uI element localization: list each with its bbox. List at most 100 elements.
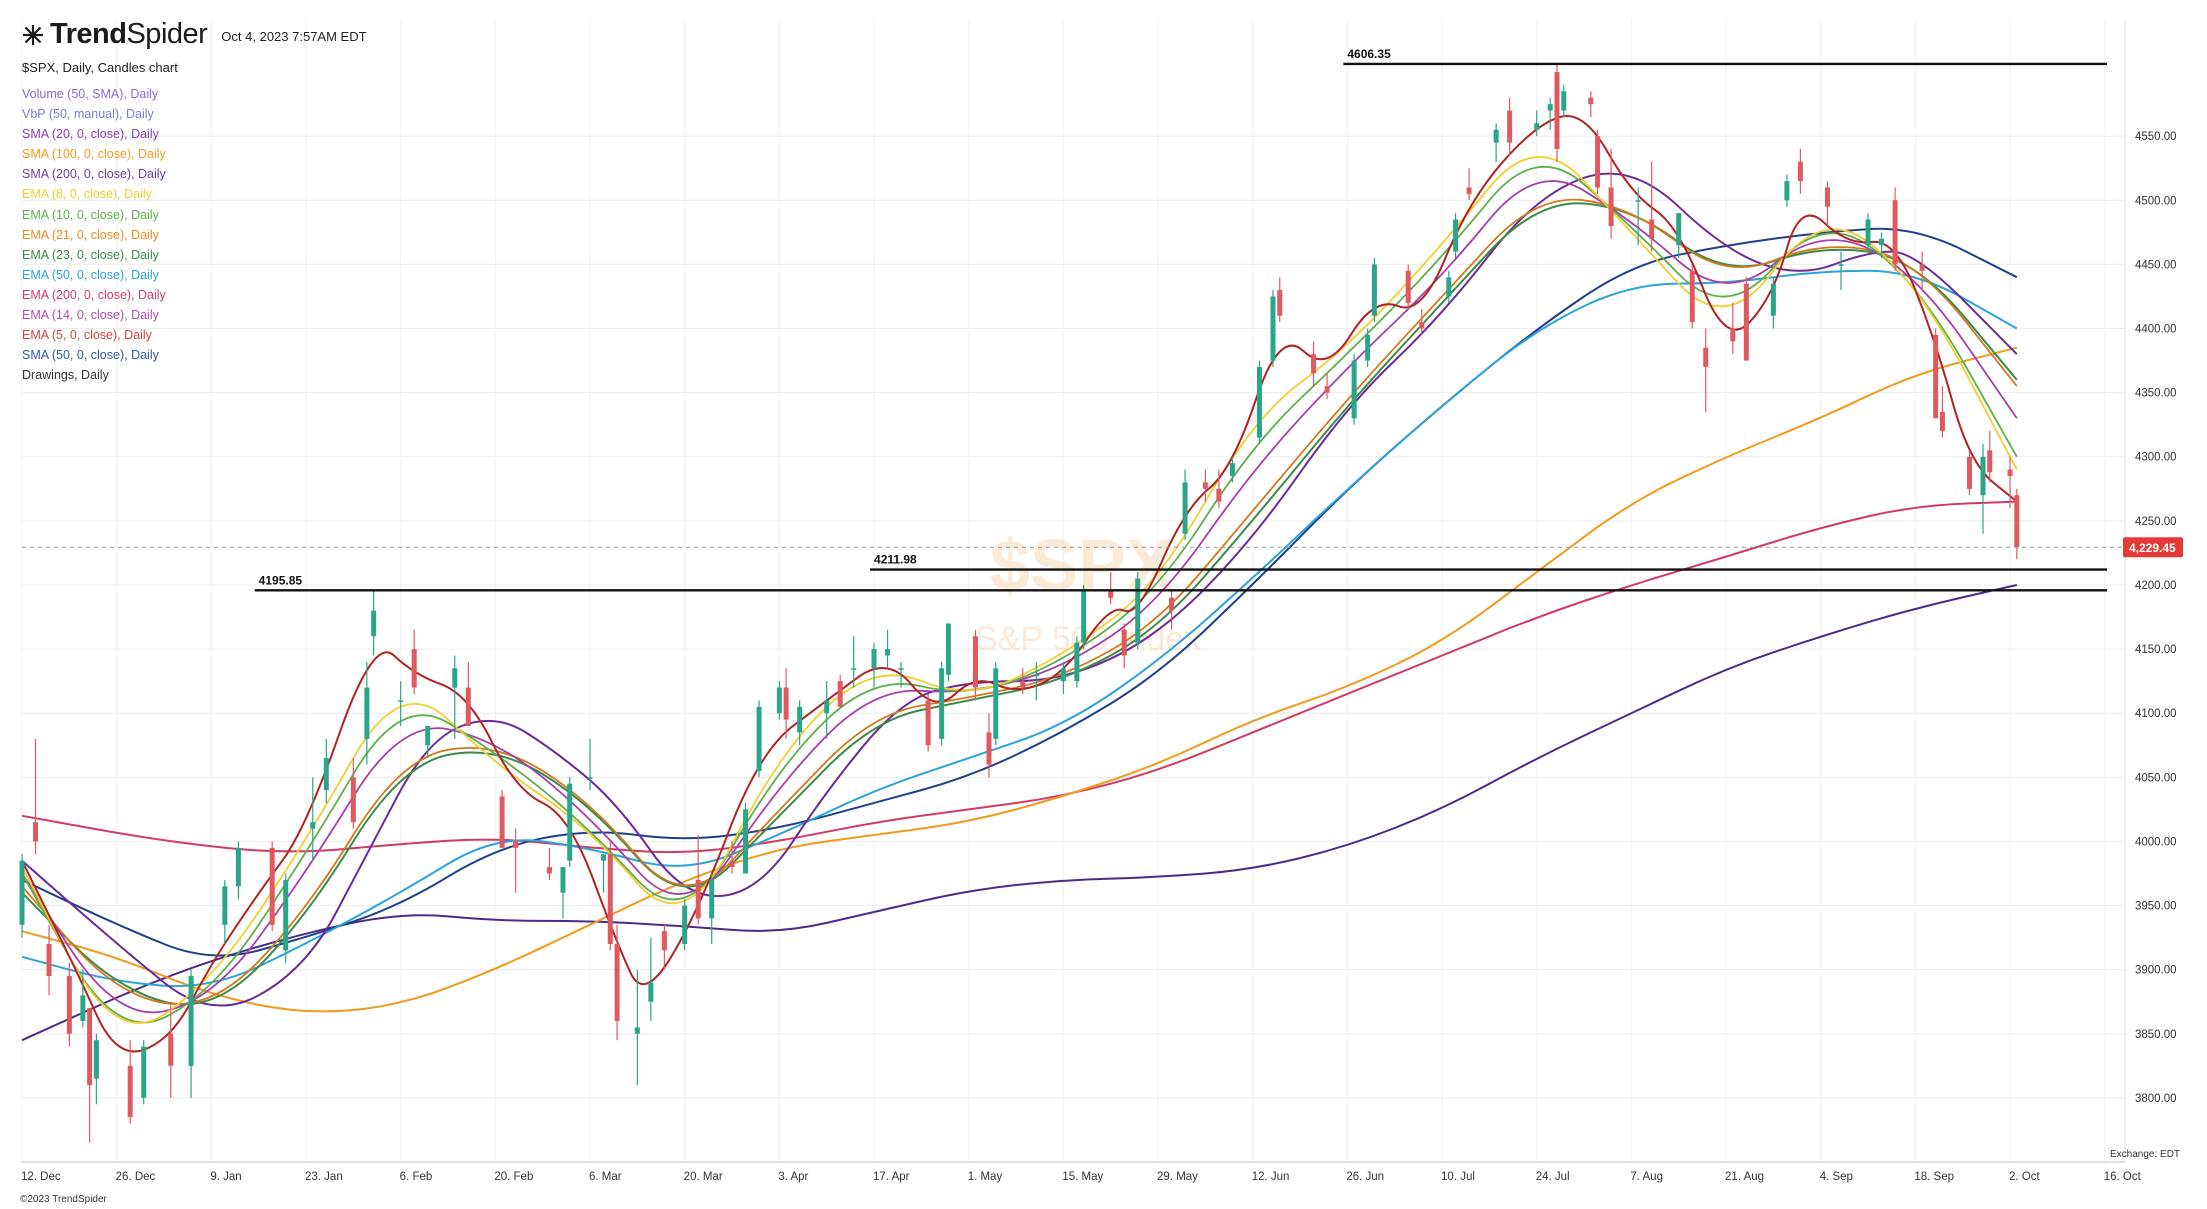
candle[interactable] [33,738,39,855]
candle[interactable] [1311,341,1317,387]
candle[interactable] [1824,181,1830,226]
candles[interactable] [19,63,2020,1143]
candle[interactable] [168,1001,174,1098]
candle[interactable] [1453,213,1459,258]
candle[interactable] [1933,328,1939,419]
candle[interactable] [371,591,377,656]
legend-item[interactable]: EMA (23, 0, close), Daily [22,247,159,262]
candle[interactable] [776,681,782,720]
candle[interactable] [310,777,316,861]
candle[interactable] [587,738,593,791]
candle[interactable] [350,758,356,829]
candle[interactable] [756,700,762,778]
candle[interactable] [837,674,843,707]
candle[interactable] [1020,668,1026,694]
candle[interactable] [925,693,931,752]
candle[interactable] [222,879,228,945]
level-line[interactable]: 4211.98 [870,553,2107,571]
candle[interactable] [601,854,607,893]
legend-item[interactable]: Volume (50, SMA), Daily [22,87,159,101]
candle[interactable] [1561,84,1567,117]
candle[interactable] [87,1008,93,1143]
candle[interactable] [1270,290,1276,367]
horizontal-levels[interactable]: 4606.35 4211.98 4195.85 [254,47,2107,592]
legend-item[interactable]: EMA (5, 0, close), Daily [22,328,152,343]
candle[interactable] [1635,187,1641,246]
candle[interactable] [1351,354,1357,425]
candle[interactable] [729,841,735,874]
legend-item[interactable]: SMA (100, 0, close), Daily [22,147,166,162]
candle[interactable] [885,629,891,669]
legend-item[interactable]: EMA (50, 0, close), Daily [22,267,159,282]
candle[interactable] [425,726,431,759]
candle[interactable] [614,924,620,1041]
candle[interactable] [546,847,552,880]
candle[interactable] [411,629,417,694]
candle[interactable] [1676,213,1682,258]
candle[interactable] [465,661,471,727]
candle[interactable] [1987,431,1993,483]
candle[interactable] [1365,328,1371,367]
candle[interactable] [1135,572,1141,650]
candle[interactable] [1879,232,1885,258]
candle[interactable] [1182,469,1188,541]
candle[interactable] [1588,91,1594,117]
candle[interactable] [634,969,640,1086]
candle[interactable] [323,738,329,803]
candle[interactable] [648,937,654,1021]
candle[interactable] [1169,591,1175,630]
candle[interactable] [898,661,904,688]
candle[interactable] [1743,277,1749,361]
candle[interactable] [1892,187,1898,271]
candle[interactable] [986,713,992,778]
candle[interactable] [972,629,978,701]
candle[interactable] [1966,450,1972,496]
candle[interactable] [398,681,404,727]
candle[interactable] [1784,174,1790,207]
level-line[interactable]: 4606.35 [1343,47,2107,66]
candle[interactable] [709,873,715,945]
candle[interactable] [607,841,613,951]
legend-item[interactable]: EMA (21, 0, close), Daily [22,227,159,242]
legend-item[interactable]: EMA (200, 0, close), Daily [22,287,166,302]
candle[interactable] [269,841,275,932]
candle[interactable] [93,1033,99,1105]
indicator-legend[interactable]: Volume (50, SMA), Daily VbP (50, manual),… [22,84,166,385]
candle[interactable] [1547,97,1553,130]
candle[interactable] [1703,328,1709,412]
candle[interactable] [939,661,945,746]
candle[interactable] [1689,264,1695,329]
candle[interactable] [1229,456,1235,483]
candle[interactable] [1419,309,1425,335]
candle[interactable] [127,1040,133,1124]
candle[interactable] [1534,110,1540,137]
candle[interactable] [66,963,72,1047]
candle[interactable] [46,924,52,996]
candle[interactable] [499,790,505,848]
candle[interactable] [1216,469,1222,509]
candle[interactable] [695,835,701,925]
legend-item[interactable]: VbP (50, manual), Daily [22,107,154,122]
candle[interactable] [824,681,830,739]
candle[interactable] [1554,63,1560,162]
legend-item[interactable]: EMA (8, 0, close), Daily [22,187,152,202]
candle[interactable] [1074,636,1080,688]
candle[interactable] [235,841,241,900]
legend-item[interactable]: Drawings, Daily [22,368,109,383]
candle[interactable] [1202,469,1208,502]
candle[interactable] [452,655,458,739]
candle[interactable] [945,623,951,682]
candle[interactable] [1980,443,1986,534]
candle[interactable] [141,1040,147,1105]
candle[interactable] [1595,129,1601,194]
candle[interactable] [2007,456,2013,509]
candle[interactable] [1324,373,1330,400]
candle[interactable] [1033,661,1039,701]
level-line[interactable]: 4195.85 [254,573,2107,592]
candle[interactable] [682,899,688,951]
candle[interactable] [1507,97,1513,156]
candle[interactable] [567,777,573,868]
candle[interactable] [1919,251,1925,291]
candle[interactable] [1060,661,1066,694]
